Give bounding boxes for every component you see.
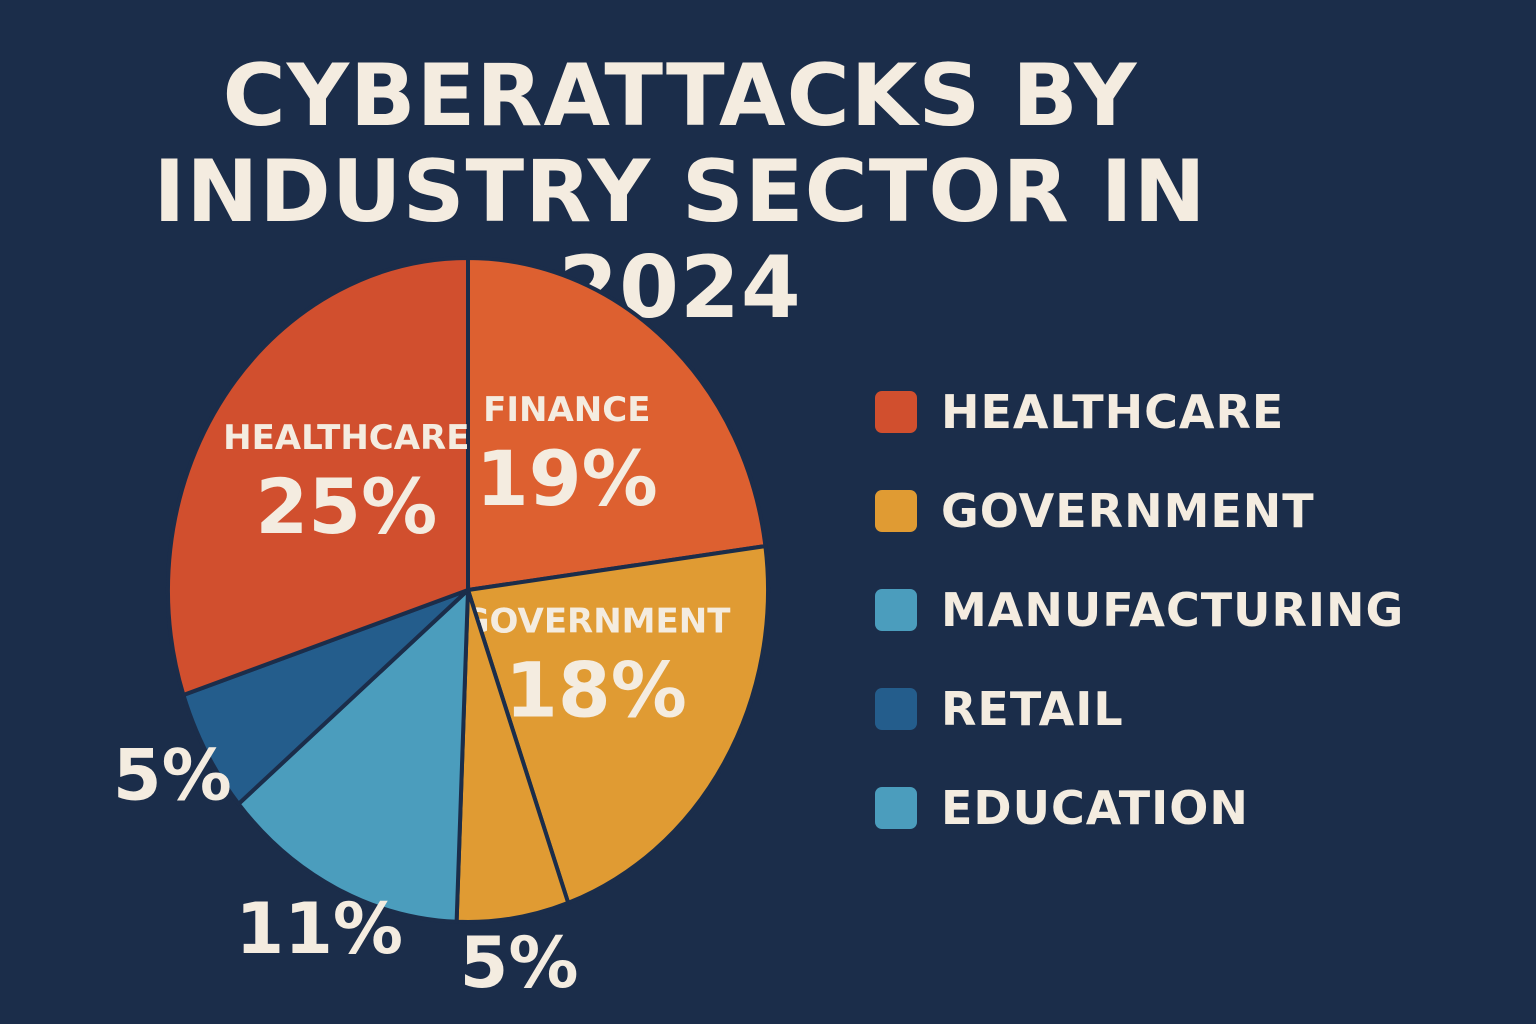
pie-slice-2: [454, 589, 571, 925]
legend-item-retail: RETAIL: [875, 659, 1404, 758]
slice-value-healthcare: 25%: [255, 462, 437, 551]
legend-label-retail: RETAIL: [941, 681, 1124, 736]
slice-value-outside-2: 5%: [460, 922, 579, 1004]
slice-value-finance: 19%: [476, 434, 658, 523]
legend-label-healthcare: HEALTHCARE: [941, 384, 1285, 439]
legend-swatch-retail: [875, 687, 917, 730]
pie-slice-3: [235, 585, 471, 924]
legend-swatch-education: [875, 786, 917, 829]
legend-label-education: EDUCATION: [941, 780, 1249, 835]
chart-title: CYBERATTACKS BY INDUSTRY SECTOR IN 2024: [60, 48, 1300, 336]
legend-label-manufacturing: MANUFACTURING: [941, 582, 1405, 637]
pie-slice-4: [180, 588, 470, 807]
legend-item-healthcare: HEALTHCARE: [875, 362, 1404, 461]
legend: HEALTHCARE GOVERNMENT MANUFACTURING RETA…: [875, 362, 1404, 857]
legend-swatch-manufacturing: [875, 588, 917, 631]
slice-value-outside-3: 11%: [236, 888, 404, 970]
slice-name-finance: FINANCE: [483, 390, 650, 430]
legend-item-education: EDUCATION: [875, 758, 1404, 857]
slice-name-government: GOVERNMENT: [462, 602, 732, 642]
chart-title-line-2: INDUSTRY SECTOR IN 2024: [153, 142, 1207, 338]
legend-swatch-government: [875, 489, 917, 532]
pie-slice-healthcare: [166, 255, 470, 698]
slice-name-healthcare: HEALTHCARE: [223, 418, 469, 458]
legend-swatch-healthcare: [875, 390, 917, 433]
pie-slice-government: [465, 543, 771, 906]
slice-value-government: 18%: [505, 646, 687, 735]
legend-item-manufacturing: MANUFACTURING: [875, 560, 1404, 659]
slice-value-outside-4: 5%: [113, 735, 232, 817]
legend-item-government: GOVERNMENT: [875, 461, 1404, 560]
chart-title-line-1: CYBERATTACKS BY: [222, 46, 1138, 146]
pie-slice-finance: [466, 255, 768, 593]
legend-label-government: GOVERNMENT: [941, 483, 1315, 538]
